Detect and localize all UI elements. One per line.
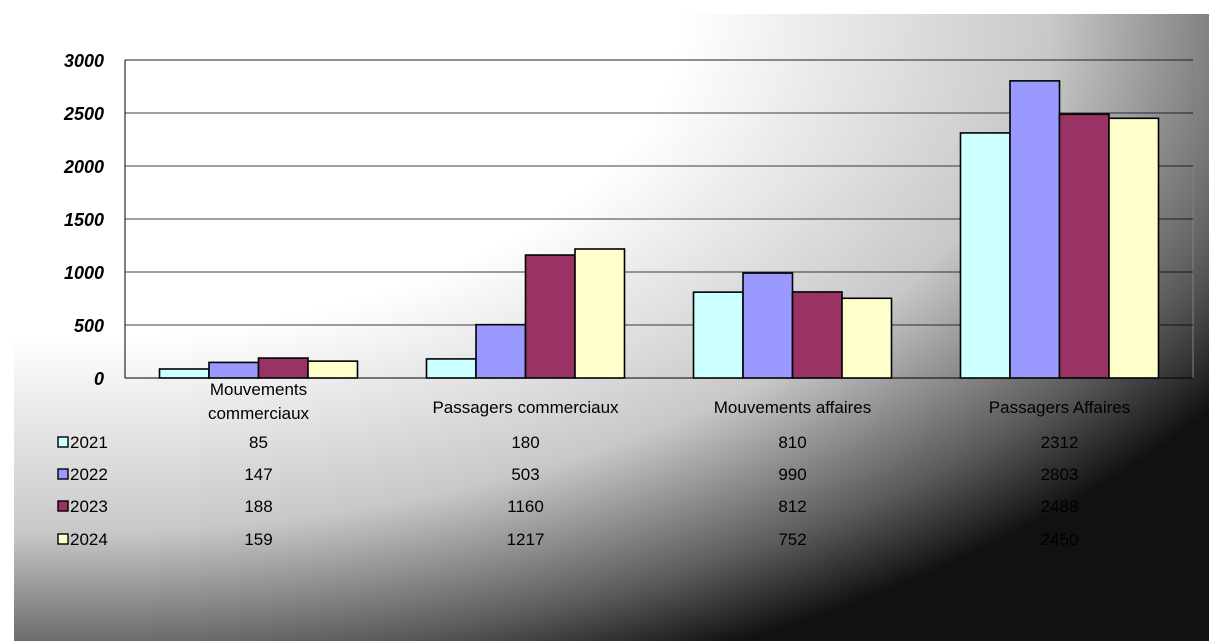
data-table-value: 85 — [249, 433, 268, 452]
bar-2022-3 — [1009, 80, 1061, 379]
data-table-value: 180 — [511, 433, 539, 452]
bar-2023-2 — [791, 291, 843, 379]
data-table-value: 188 — [244, 497, 272, 516]
y-tick-label: 3000 — [64, 51, 104, 71]
y-tick-label: 1000 — [64, 263, 104, 283]
data-table-value: 810 — [778, 433, 806, 452]
legend-label: 2022 — [70, 465, 108, 484]
bar-2022-2 — [742, 272, 794, 379]
data-table-value: 1160 — [507, 497, 544, 516]
data-table-value: 1217 — [507, 530, 545, 549]
y-tick-label: 500 — [74, 316, 104, 336]
y-tick-label: 2500 — [63, 104, 104, 124]
bar-2022-1 — [475, 323, 527, 379]
category-label: Passagers commerciaux — [432, 398, 619, 417]
bar-2021-2 — [692, 291, 744, 379]
bars — [158, 80, 1160, 379]
legend-key-2023 — [57, 500, 69, 512]
data-table-value: 812 — [778, 497, 806, 516]
legend-key-2022 — [57, 468, 69, 480]
bar-2023-1 — [524, 254, 576, 379]
bar-2023-0 — [257, 357, 309, 379]
data-table-value: 147 — [244, 465, 272, 484]
bar-2021-3 — [959, 132, 1011, 379]
data-table-value: 2312 — [1041, 433, 1079, 452]
bar-2024-0 — [307, 360, 359, 379]
data-table-value: 2450 — [1041, 530, 1079, 549]
category-labels: Mouvements commerciaux Passagers commercia… — [208, 380, 1130, 423]
data-table-value: 503 — [511, 465, 539, 484]
bar-2022-0 — [208, 361, 260, 379]
bar-2024-2 — [841, 297, 893, 379]
legend-label: 2023 — [70, 497, 108, 516]
bar-2024-3 — [1108, 117, 1160, 379]
y-tick-label: 2000 — [63, 157, 104, 177]
data-table: 2021 85 180 810 2312 2022 147 503 990 2803 2023 188… — [57, 433, 1079, 549]
category-label: Mouvements — [210, 380, 307, 399]
category-label: commerciaux — [208, 404, 310, 423]
legend-label: 2024 — [70, 530, 108, 549]
y-tick-label: 0 — [94, 369, 104, 389]
category-label: Passagers Affaires — [989, 398, 1130, 417]
data-table-value: 159 — [244, 530, 272, 549]
bar-2024-1 — [574, 248, 626, 379]
y-tick-label: 1500 — [64, 210, 104, 230]
bar-2021-0 — [158, 368, 210, 379]
bar-2023-3 — [1058, 113, 1110, 379]
bar-2021-1 — [425, 358, 477, 379]
data-table-value: 2488 — [1041, 497, 1079, 516]
data-table-value: 990 — [778, 465, 806, 484]
data-table-value: 2803 — [1041, 465, 1079, 484]
legend-key-2021 — [57, 436, 69, 448]
y-axis-tick-labels: 0 500 1000 1500 2000 2500 3000 — [63, 51, 104, 389]
legend-label: 2021 — [70, 433, 108, 452]
data-table-value: 752 — [778, 530, 806, 549]
category-label: Mouvements affaires — [714, 398, 871, 417]
legend-key-2024 — [57, 533, 69, 545]
